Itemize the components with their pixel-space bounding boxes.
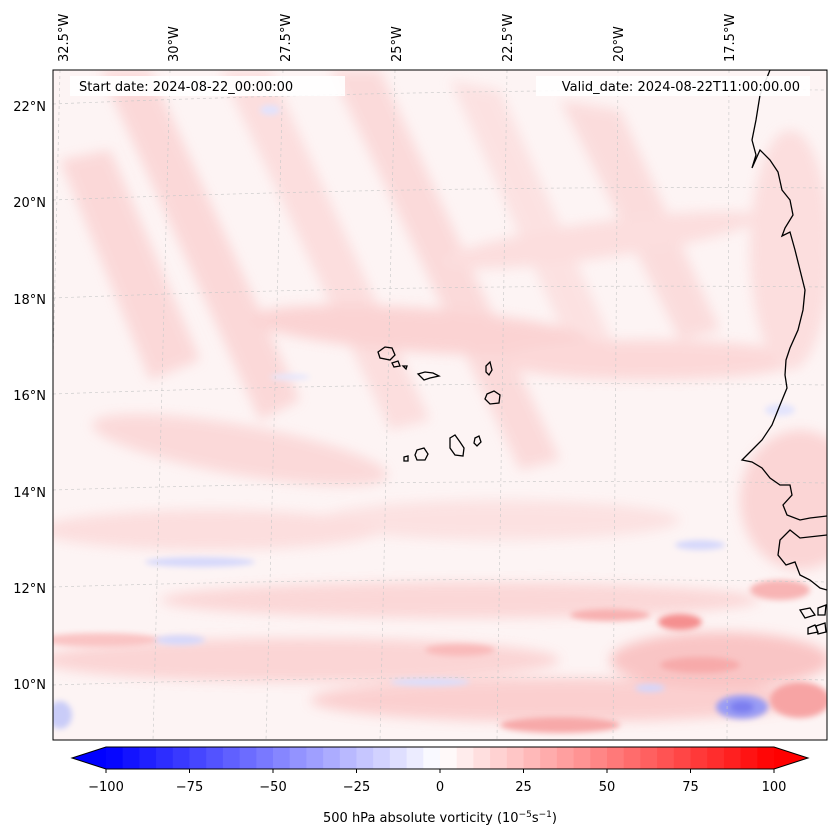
coastlines — [740, 70, 827, 635]
colorbar-segment — [273, 747, 291, 769]
lat-label-10n: 10°N — [13, 678, 46, 693]
island-santiago — [449, 434, 465, 457]
colorbar-segment — [590, 747, 608, 769]
bissagos-islands — [798, 604, 827, 635]
colorbar-tick-label: 50 — [599, 780, 616, 795]
island-fogo — [414, 447, 429, 461]
colorbar-extend-min — [72, 747, 106, 769]
island-sal — [485, 360, 493, 377]
colorbar-segment — [239, 747, 257, 769]
cape-verde-islands — [377, 346, 501, 462]
lon-label-20w: 20°W — [612, 26, 627, 62]
island-brava — [403, 455, 409, 462]
colorbar-segment — [373, 747, 391, 769]
colorbar-segment — [406, 747, 424, 769]
lat-label-20n: 20°N — [13, 196, 46, 211]
colorbar-segment — [206, 747, 224, 769]
lat-label-18n: 18°N — [13, 293, 46, 308]
colorbar-segment — [106, 747, 124, 769]
island-boa-vista — [484, 390, 501, 405]
lat-label-14n: 14°N — [13, 486, 46, 501]
colorbar-segment — [657, 747, 675, 769]
map-panel: Start date: 2024-08-22_00:00:00 Valid_da… — [53, 70, 827, 740]
colorbar-tick-label: −75 — [176, 780, 203, 795]
latitude-labels: 22°N 20°N 18°N 16°N 14°N 12°N 10°N — [13, 100, 46, 693]
colorbar-segment — [456, 747, 474, 769]
lon-label-32-5w: 32.5°W — [57, 14, 72, 62]
colorbar-segment — [189, 747, 207, 769]
colorbar-segment — [540, 747, 558, 769]
guinea-bissau-coastline — [777, 529, 827, 591]
africa-coastline — [740, 70, 827, 521]
colorbar-segment — [156, 747, 174, 769]
lat-label-16n: 16°N — [13, 389, 46, 404]
island-santo-antao — [377, 346, 396, 361]
lat-label-12n: 12°N — [13, 582, 46, 597]
colorbar-segment — [222, 747, 241, 769]
colorbar-tick-label: 0 — [436, 780, 444, 795]
island-sao-vicente — [391, 360, 401, 368]
colorbar-tick-label: −100 — [88, 780, 124, 795]
colorbar-segment — [323, 747, 341, 769]
colorbar-tick-label: 100 — [762, 780, 787, 795]
valid-date-box: Valid_date: 2024-08-22T11:00:00.00 — [536, 76, 810, 96]
colorbar-segment — [573, 747, 591, 769]
colorbar-segment — [339, 747, 358, 769]
island-maio — [473, 435, 482, 447]
colorbar-segment — [607, 747, 625, 769]
map-frame — [52, 69, 828, 741]
colorbar-segment — [673, 747, 692, 769]
colorbar-segment — [506, 747, 525, 769]
colorbar-tick-label: 75 — [682, 780, 699, 795]
valid-date-text: Valid_date: 2024-08-22T11:00:00.00 — [562, 80, 800, 95]
longitude-labels: 32.5°W 30°W 27.5°W 25°W 22.5°W 20°W 17.5… — [57, 14, 738, 62]
lon-label-30w: 30°W — [167, 26, 182, 62]
lon-label-22-5w: 22.5°W — [501, 14, 516, 62]
colorbar-segment — [723, 747, 742, 769]
colorbar-extend-max — [774, 747, 808, 769]
colorbar-segment — [356, 747, 374, 769]
colorbar-ticks — [105, 769, 775, 773]
lon-label-25w: 25°W — [390, 26, 405, 62]
lon-label-27-5w: 27.5°W — [279, 14, 294, 62]
colorbar-segment — [122, 747, 140, 769]
colorbar-segments — [72, 747, 808, 769]
colorbar-segment — [172, 747, 191, 769]
colorbar-segment — [690, 747, 708, 769]
colorbar-segment — [523, 747, 541, 769]
colorbar-tick-label: −50 — [259, 780, 286, 795]
colorbar-segment — [306, 747, 324, 769]
vorticity-field-contours — [53, 70, 827, 733]
colorbar-segment — [757, 747, 775, 769]
colorbar-segment — [289, 747, 307, 769]
colorbar-segment — [556, 747, 575, 769]
colorbar-segment — [440, 747, 458, 769]
gridlines — [53, 70, 827, 740]
colorbar-segment — [707, 747, 725, 769]
lat-label-22n: 22°N — [13, 100, 46, 115]
start-date-text: Start date: 2024-08-22_00:00:00 — [79, 80, 293, 95]
colorbar: −100 −75 −50 −25 0 25 50 75 100 500 hPa … — [70, 746, 810, 826]
colorbar-segment — [490, 747, 508, 769]
colorbar-tick-label: 25 — [515, 780, 532, 795]
island-santa-luzia — [401, 365, 408, 371]
colorbar-label: 500 hPa absolute vorticity (10−5s−1) — [323, 810, 557, 826]
colorbar-segment — [256, 747, 274, 769]
colorbar-segment — [473, 747, 491, 769]
colorbar-segment — [640, 747, 658, 769]
lon-label-17-5w: 17.5°W — [723, 14, 738, 62]
colorbar-tick-labels: −100 −75 −50 −25 0 25 50 75 100 — [88, 780, 786, 795]
island-sao-nicolau — [416, 371, 441, 381]
colorbar-segment — [389, 747, 408, 769]
colorbar-segment — [139, 747, 157, 769]
colorbar-segment — [423, 747, 441, 769]
start-date-box: Start date: 2024-08-22_00:00:00 — [70, 76, 345, 96]
colorbar-segment — [740, 747, 758, 769]
colorbar-tick-label: −25 — [343, 780, 370, 795]
colorbar-segment — [623, 747, 641, 769]
